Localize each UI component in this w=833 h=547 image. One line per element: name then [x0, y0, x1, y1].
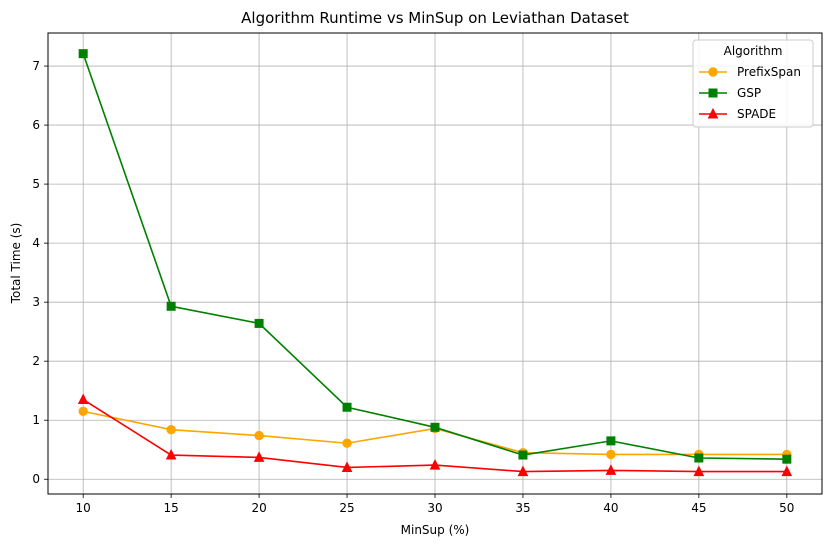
- x-tick-label: 20: [251, 501, 266, 515]
- series-gsp: [78, 49, 792, 464]
- x-tick-label: 15: [163, 501, 178, 515]
- data-point-spade: [429, 458, 441, 470]
- x-axis-label: MinSup (%): [401, 523, 470, 537]
- x-tick-label: 10: [76, 501, 91, 515]
- data-point-gsp: [166, 301, 176, 311]
- legend-box: [692, 39, 814, 128]
- data-point-spade: [781, 465, 793, 477]
- y-tick-label: 4: [32, 236, 40, 250]
- data-point-gsp: [430, 422, 440, 432]
- data-point-spade: [77, 393, 89, 405]
- data-point-spade: [605, 464, 617, 475]
- legend-item-gsp: GSP: [699, 86, 761, 100]
- legend-item-prefixspan: PrefixSpan: [699, 65, 801, 79]
- data-point-gsp: [606, 436, 616, 446]
- grid: [48, 33, 822, 494]
- data-point-prefixspan: [254, 430, 264, 441]
- data-point-spade: [165, 448, 177, 460]
- data-point-gsp: [342, 402, 352, 412]
- x-tick-label: 35: [515, 501, 530, 515]
- series-lines: [77, 49, 793, 477]
- legend-label-gsp: GSP: [737, 86, 761, 100]
- data-point-spade: [253, 451, 265, 462]
- x-tick-label: 45: [691, 501, 706, 515]
- legend-label-spade: SPADE: [737, 107, 776, 121]
- series-spade: [77, 393, 793, 477]
- legend: Algorithm PrefixSpan GSP SPADE: [692, 39, 814, 128]
- data-point-gsp: [782, 454, 792, 464]
- y-tick-label: 6: [32, 118, 40, 132]
- y-tick-label: 3: [32, 295, 40, 309]
- legend-marker-spade: [707, 107, 719, 119]
- data-point-gsp: [694, 453, 704, 463]
- x-tick-label: 30: [427, 501, 442, 515]
- data-point-prefixspan: [166, 424, 176, 435]
- y-tick-label: 7: [32, 59, 40, 73]
- data-point-spade: [341, 461, 353, 472]
- y-tick-label: 2: [32, 354, 40, 368]
- x-tick-label: 50: [779, 501, 794, 515]
- data-point-gsp: [254, 318, 264, 328]
- x-tick-label: 40: [603, 501, 618, 515]
- data-point-prefixspan: [606, 449, 616, 460]
- legend-title: Algorithm: [724, 44, 783, 58]
- legend-marker-gsp: [708, 88, 718, 98]
- legend-item-spade: SPADE: [699, 107, 776, 121]
- data-point-gsp: [78, 49, 88, 59]
- data-point-gsp: [518, 450, 528, 460]
- legend-label-prefixspan: PrefixSpan: [737, 65, 801, 79]
- data-point-spade: [517, 465, 529, 477]
- chart-title: Algorithm Runtime vs MinSup on Leviathan…: [241, 9, 629, 27]
- data-point-spade: [693, 465, 705, 477]
- x-tick-label: 25: [339, 501, 354, 515]
- y-tick-label: 5: [32, 177, 40, 191]
- data-point-prefixspan: [342, 438, 352, 448]
- y-axis-label: Total Time (s): [9, 223, 23, 305]
- y-tick-label: 0: [32, 472, 40, 486]
- data-point-prefixspan: [78, 406, 88, 417]
- y-tick-label: 1: [32, 413, 40, 427]
- legend-marker-prefixspan: [708, 67, 718, 77]
